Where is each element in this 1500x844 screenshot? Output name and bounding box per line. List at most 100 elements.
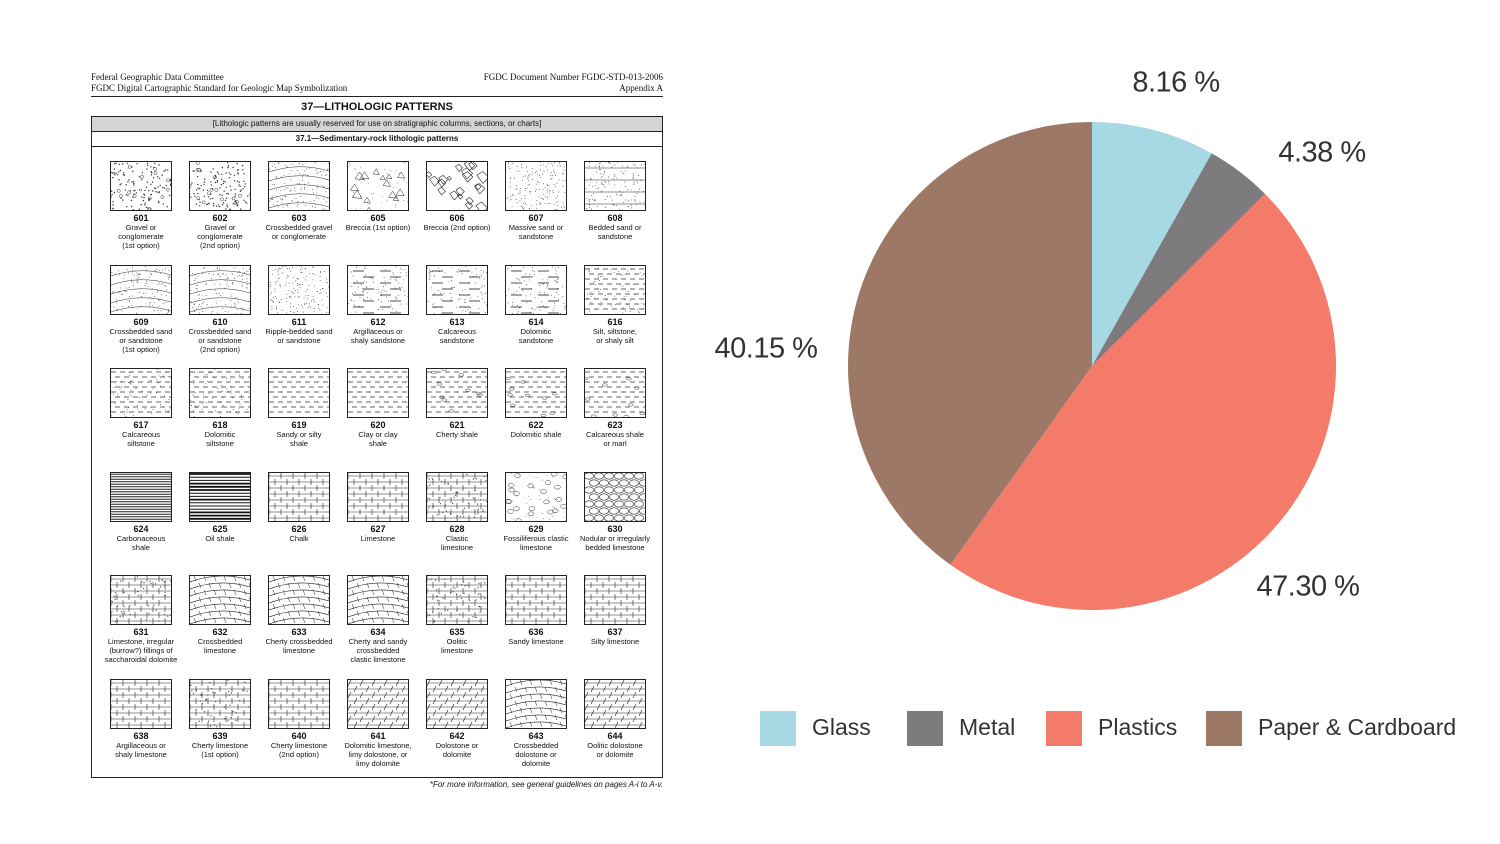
pattern-label: Calcareous shale or marl <box>586 430 644 448</box>
doc-header-org: Federal Geographic Data Committee <box>91 72 224 82</box>
pattern-label: Oolitic limestone <box>440 637 474 655</box>
pattern-cell: 609 Crossbedded sand or sandstone (1st opti… <box>102 264 180 354</box>
pattern-number: 603 <box>291 213 307 223</box>
pattern-grid: 601 Gravel or conglomerate (1st option) 602 G… <box>92 147 662 777</box>
pattern-number: 635 <box>449 627 465 637</box>
pattern-swatch <box>505 161 567 211</box>
pattern-swatch <box>505 471 567 522</box>
pattern-number: 607 <box>528 213 544 223</box>
pattern-swatch <box>347 368 409 418</box>
pattern-number: 640 <box>291 730 307 741</box>
pattern-label: Clastic limestone <box>440 533 474 552</box>
pattern-cell: 607 Massive sand or sandstone <box>497 161 575 241</box>
pattern-cell: 625 Oil shale <box>181 471 259 543</box>
pattern-swatch <box>426 161 488 211</box>
pattern-number: 628 <box>449 523 465 534</box>
pattern-cell: 637 Silty limestone <box>576 575 654 646</box>
pattern-number: 611 <box>291 316 307 327</box>
pattern-label: Cherty and sandy crossbedded clastic limes… <box>348 637 408 664</box>
pattern-number: 626 <box>291 523 307 534</box>
pattern-cell: 614 Dolomitic sandstone <box>497 264 575 345</box>
pattern-label: Limestone, irregular (burrow?) fillings o… <box>104 637 178 664</box>
pattern-label: Bedded sand or sandstone <box>588 223 642 241</box>
pattern-label: Crossbedded limestone <box>197 637 243 655</box>
pie-slices <box>848 122 1337 611</box>
pattern-number: 633 <box>291 627 307 637</box>
pattern-label: Dolomitic limestone, limy dolostone, or li… <box>344 740 412 768</box>
pattern-swatch <box>584 575 646 625</box>
pattern-swatch <box>268 678 330 729</box>
pattern-number: 602 <box>212 213 228 223</box>
pattern-label: Calcareous siltstone <box>122 430 160 448</box>
pattern-swatch <box>189 575 251 625</box>
doc-footnote: *For more information, see general guide… <box>429 780 663 789</box>
pattern-cell: 606 Breccia (2nd option) <box>418 161 496 232</box>
pattern-label: Sandy limestone <box>508 637 564 646</box>
pattern-label: Argillaceous or shaly limestone <box>115 740 167 759</box>
pattern-swatch <box>505 264 567 315</box>
pattern-cell: 638 Argillaceous or shaly limestone <box>102 678 180 759</box>
pattern-label: Cherty shale <box>435 430 479 439</box>
pattern-swatch <box>347 471 409 522</box>
pattern-cell: 626 Chalk <box>260 471 338 543</box>
pattern-swatch <box>110 368 172 418</box>
pattern-swatch <box>268 471 330 522</box>
pattern-label: Dolomitic siltstone <box>204 430 236 448</box>
pattern-number: 612 <box>370 316 386 327</box>
pattern-swatch <box>268 575 330 625</box>
pattern-table: [Lithologic patterns are usually reserve… <box>91 116 663 778</box>
pattern-cell: 617 Calcareous siltstone <box>102 368 180 448</box>
pattern-number: 639 <box>212 730 228 741</box>
header-rule <box>91 96 663 97</box>
pattern-label: Carbonaceous shale <box>116 533 166 552</box>
pattern-cell: 642 Dolostone or dolomite <box>418 678 496 759</box>
pattern-cell: 622 Dolomitic shale <box>497 368 575 439</box>
pattern-label: Dolostone or dolomite <box>435 740 479 759</box>
pattern-swatch <box>426 575 488 625</box>
legend-swatch <box>1206 711 1242 746</box>
pattern-number: 634 <box>370 627 386 637</box>
pattern-swatch <box>110 678 172 729</box>
pattern-swatch <box>347 678 409 729</box>
pattern-number: 642 <box>449 730 465 741</box>
pattern-label: Ripple-bedded sand or sandstone <box>265 326 333 345</box>
pattern-swatch <box>426 471 488 522</box>
legend-swatch <box>760 711 796 746</box>
pattern-number: 621 <box>449 420 465 430</box>
pattern-swatch <box>189 161 251 211</box>
legend-swatch <box>907 711 943 746</box>
pattern-cell: 632 Crossbedded limestone <box>181 575 259 655</box>
pattern-number: 617 <box>133 420 149 430</box>
pattern-swatch <box>426 264 488 315</box>
pattern-label: Argillaceous or shaly sandstone <box>350 326 406 345</box>
pattern-swatch <box>268 161 330 211</box>
pattern-cell: 641 Dolomitic limestone, limy dolostone, o… <box>339 678 417 768</box>
pattern-cell: 630 Nodular or irregularly bedded limeston… <box>576 471 654 552</box>
pattern-number: 608 <box>607 213 623 223</box>
pie-value-label: 8.16 % <box>1132 67 1219 99</box>
pattern-number: 638 <box>133 730 149 741</box>
pattern-number: 636 <box>528 627 544 637</box>
pattern-swatch <box>268 368 330 418</box>
pattern-swatch <box>347 161 409 211</box>
legend-label: Metal <box>959 714 1016 740</box>
pie-labels: 8.16 % 4.38 % 47.30 % 40.15 % <box>715 67 1367 603</box>
pattern-cell: 636 Sandy limestone <box>497 575 575 646</box>
legend-label: Plastics <box>1098 714 1178 740</box>
pattern-cell: 623 Calcareous shale or marl <box>576 368 654 448</box>
pattern-label: Oil shale <box>205 533 235 543</box>
pie-value-label: 40.15 % <box>715 333 818 365</box>
pattern-cell: 603 Crossbedded gravel or conglomerate <box>260 161 338 241</box>
pattern-cell: 608 Bedded sand or sandstone <box>576 161 654 241</box>
pattern-swatch <box>189 368 251 418</box>
pattern-cell: 644 Oolitic dolostone or dolomite <box>576 678 654 759</box>
pattern-label: Cherty crossbedded limestone <box>265 637 333 655</box>
pie-value-label: 47.30 % <box>1257 571 1360 603</box>
pattern-label: Gravel or conglomerate (2nd option) <box>197 223 243 250</box>
pattern-label: Dolomitic shale <box>510 430 562 439</box>
pattern-number: 618 <box>212 420 228 430</box>
pattern-cell: 628 Clastic limestone <box>418 471 496 552</box>
pattern-label: Fossiliferous clastic limestone <box>503 533 569 552</box>
pattern-label: Breccia (1st option) <box>345 223 411 232</box>
pattern-swatch <box>110 161 172 211</box>
